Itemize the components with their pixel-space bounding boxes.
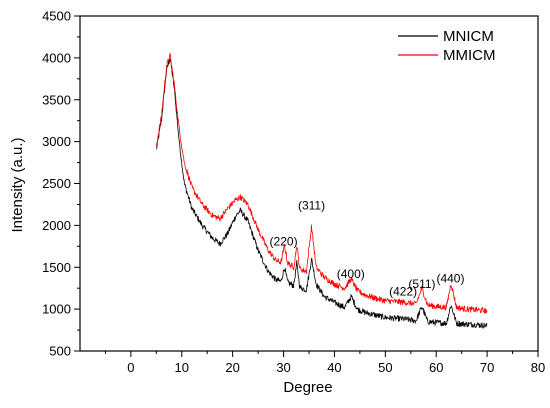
x-tick-label: 60 <box>429 360 443 375</box>
peak-label: (400) <box>337 267 365 281</box>
x-tick-label: 80 <box>531 360 545 375</box>
x-tick-label: 0 <box>127 360 134 375</box>
annotation-layer: (220) (311) (400) (422)(511) (440) <box>270 198 465 298</box>
series-layer <box>155 52 488 329</box>
peak-label: (422) <box>389 285 417 299</box>
y-tick-label: 4500 <box>42 9 71 24</box>
peak-label: (440) <box>436 271 464 285</box>
peak-label: (220) <box>270 234 298 248</box>
y-tick-label: 1500 <box>42 260 71 275</box>
series-line-mnicm <box>156 58 488 329</box>
x-tick-label: 10 <box>175 360 189 375</box>
legend: MNICM MMICM <box>398 28 496 64</box>
x-tick-label: 30 <box>276 360 290 375</box>
y-tick-label: 4000 <box>42 50 71 65</box>
x-tick-label: 20 <box>225 360 239 375</box>
series-line-mmicm <box>155 52 488 314</box>
y-tick-label: 3500 <box>42 92 71 107</box>
peak-label: (511) <box>408 277 435 291</box>
peak-label: (311) <box>298 198 325 212</box>
x-tick-label: 70 <box>480 360 494 375</box>
x-tick-label: 50 <box>378 360 392 375</box>
y-tick-label: 3000 <box>42 134 71 149</box>
x-axis-title: Degree <box>283 379 332 396</box>
y-axis-title: Intensity (a.u.) <box>9 137 26 232</box>
y-tick-label: 2000 <box>42 218 71 233</box>
y-tick-label: 500 <box>49 344 71 359</box>
plot-frame <box>79 15 539 352</box>
y-tick-label: 2500 <box>42 176 71 191</box>
y-tick-label: 1000 <box>42 302 71 317</box>
axes-layer: 0 10 20 30 40 50 60 70 80 500 1000 1500 2000 2500 3000… <box>42 9 545 376</box>
x-tick-label: 40 <box>327 360 341 375</box>
legend-label-mmicm: MMICM <box>443 47 496 64</box>
legend-label-mnicm: MNICM <box>443 28 494 45</box>
